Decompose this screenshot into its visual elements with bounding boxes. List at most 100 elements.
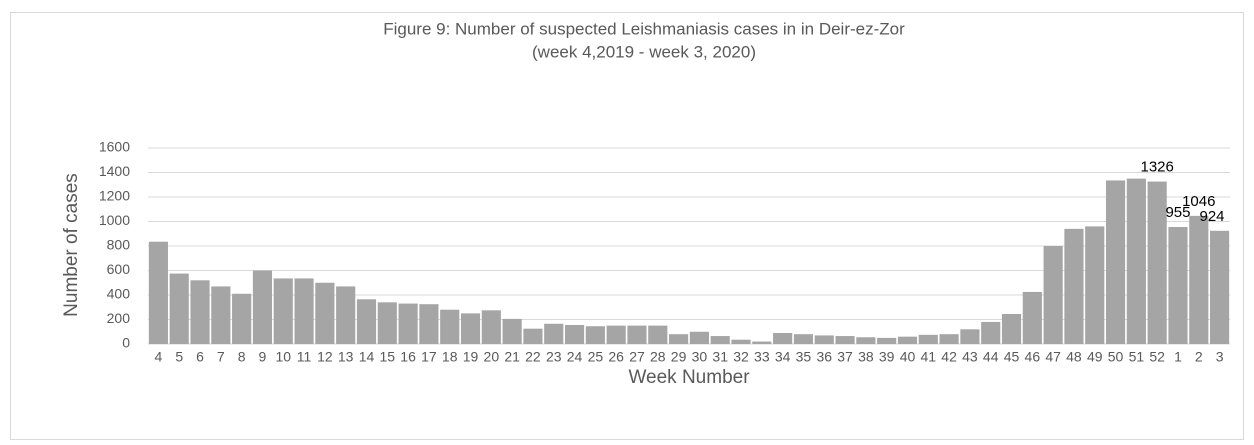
x-tick-label: 31	[712, 349, 728, 365]
x-tick-label: 19	[463, 349, 479, 365]
x-tick-label: 3	[1216, 349, 1224, 365]
y-tick-label: 600	[107, 261, 131, 277]
chart-title: Figure 9: Number of suspected Leishmania…	[383, 19, 905, 38]
bar	[1022, 291, 1042, 344]
bar	[273, 278, 293, 344]
bar	[1001, 313, 1022, 344]
bar	[814, 335, 834, 344]
data-label: 955	[1165, 204, 1190, 221]
bar	[627, 325, 647, 344]
bar	[252, 270, 273, 344]
bar	[356, 299, 377, 344]
x-tick-label: 52	[1149, 349, 1165, 365]
bar	[773, 332, 793, 344]
bar	[211, 286, 231, 344]
x-axis-title: Week Number	[628, 367, 750, 388]
x-tick-label: 51	[1129, 349, 1145, 365]
bar	[793, 334, 814, 344]
bar	[585, 326, 605, 344]
bar	[1210, 230, 1230, 344]
y-tick-label: 1400	[99, 163, 130, 179]
x-tick-label: 21	[504, 349, 520, 365]
x-tick-label: 13	[338, 349, 354, 365]
bar	[669, 334, 689, 344]
bar	[1147, 181, 1167, 344]
x-tick-label: 26	[608, 349, 624, 365]
bar	[169, 273, 189, 344]
x-tick-label: 29	[671, 349, 687, 365]
x-tick-label: 45	[1004, 349, 1020, 365]
bar	[731, 339, 751, 344]
x-tick-label: 17	[421, 349, 437, 365]
x-tick-label: 23	[546, 349, 562, 365]
x-tick-label: 42	[941, 349, 957, 365]
x-tick-label: 4	[155, 349, 163, 365]
chart-frame	[10, 12, 1244, 440]
bar	[752, 341, 772, 344]
bar	[148, 241, 168, 344]
bar	[294, 278, 314, 344]
x-tick-label: 40	[900, 349, 916, 365]
y-tick-label: 800	[107, 237, 131, 253]
bar	[1064, 228, 1084, 344]
bar	[1126, 178, 1146, 344]
data-label: 924	[1199, 208, 1224, 225]
bar	[481, 310, 501, 344]
y-tick-label: 1000	[99, 212, 130, 228]
y-tick-label: 200	[107, 310, 131, 326]
x-tick-label: 44	[983, 349, 999, 365]
bar	[981, 321, 1001, 344]
x-tick-label: 39	[879, 349, 895, 365]
chart-subtitle: (week 4,2019 - week 3, 2020)	[532, 42, 756, 61]
x-tick-label: 20	[484, 349, 500, 365]
bar	[939, 334, 959, 344]
bar	[918, 334, 938, 344]
x-tick-label: 34	[775, 349, 791, 365]
x-tick-label: 16	[400, 349, 416, 365]
x-tick-label: 47	[1045, 349, 1061, 365]
x-tick-label: 38	[858, 349, 874, 365]
bar	[1189, 215, 1209, 344]
x-tick-label: 18	[442, 349, 458, 365]
bar	[190, 280, 210, 344]
bar	[1085, 226, 1105, 344]
y-tick-label: 1600	[99, 139, 130, 155]
x-tick-label: 46	[1025, 349, 1041, 365]
x-tick-label: 28	[650, 349, 666, 365]
x-tick-label: 2	[1195, 349, 1203, 365]
bar	[232, 293, 252, 344]
x-tick-label: 22	[525, 349, 541, 365]
x-tick-label: 5	[175, 349, 183, 365]
bar	[336, 286, 356, 344]
bar	[648, 325, 668, 344]
bar	[689, 331, 709, 344]
x-tick-label: 1	[1174, 349, 1182, 365]
x-tick-label: 8	[238, 349, 246, 365]
x-tick-label: 41	[920, 349, 936, 365]
bar	[564, 325, 585, 344]
bar	[440, 309, 460, 344]
bar	[377, 302, 397, 344]
bar	[502, 318, 522, 344]
x-tick-label: 24	[567, 349, 583, 365]
y-tick-label: 400	[107, 286, 131, 302]
x-tick-label: 6	[196, 349, 204, 365]
x-tick-label: 43	[962, 349, 978, 365]
bar	[419, 304, 439, 344]
x-tick-label: 7	[217, 349, 225, 365]
x-tick-label: 30	[692, 349, 708, 365]
x-tick-label: 37	[837, 349, 853, 365]
bar	[877, 337, 897, 344]
bar	[960, 329, 980, 344]
x-tick-label: 11	[297, 349, 312, 365]
data-label: 1046	[1182, 193, 1215, 210]
bar	[398, 303, 418, 344]
x-tick-label: 12	[317, 349, 333, 365]
bar	[1105, 180, 1126, 344]
bar	[523, 328, 543, 344]
x-tick-label: 36	[816, 349, 832, 365]
bar	[835, 336, 855, 344]
x-tick-label: 49	[1087, 349, 1103, 365]
x-tick-label: 15	[379, 349, 395, 365]
bar	[710, 336, 730, 344]
